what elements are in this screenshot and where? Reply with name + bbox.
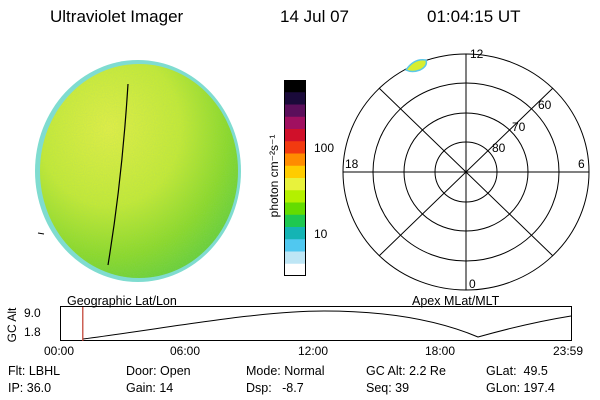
observation-time: 01:04:15 UT [427,7,521,26]
orbit-ytick-min: 1.8 [24,325,41,339]
colorbar-band [284,227,306,240]
orbit-xtick-0600: 06:00 [170,344,201,358]
orbit-altitude-curve [82,310,572,340]
colorbar-unit-label: photon cm⁻²s⁻¹ [267,134,281,218]
lat-label-60: 60 [538,98,552,112]
colorbar-band [284,165,306,179]
status-filter: Flt: LBHL [8,364,61,378]
orbit-xtick-1800: 18:00 [425,344,456,358]
status-seq: Seq: 39 [366,381,410,395]
orbit-right-label: Apex MLat/MLT [412,294,500,308]
colorbar-band [284,214,306,228]
orbit-xtick-1200: 12:00 [298,344,329,358]
colorbar-tick-100: 100 [314,141,335,155]
status-dsp: Dsp: -8.7 [246,381,304,395]
disk-mark [37,232,45,235]
mlt-label-6: 6 [578,157,585,171]
status-gain: Gain: 14 [126,381,174,395]
orbit-xtick-2359: 23:59 [553,344,584,358]
status-door: Door: Open [126,364,191,378]
earth-image [35,60,241,282]
orbit-axis-title: GC Alt [5,307,19,343]
colorbar-band [284,178,306,191]
status-mode: Mode: Normal [246,364,325,378]
mlt-label-0: 0 [469,277,476,291]
colorbar [284,80,306,276]
instrument-title: Ultraviolet Imager [50,7,184,26]
polar-diagonal-2 [378,87,554,257]
colorbar-band [284,104,306,118]
colorbar-band [284,153,306,167]
disk-texture [40,64,238,278]
colorbar-band [284,263,306,276]
orbit-left-label: Geographic Lat/Lon [67,294,177,308]
terminator-line [107,83,129,266]
auroral-patch [404,58,428,73]
colorbar-tick-10: 10 [314,227,328,241]
mlt-label-12: 12 [470,47,484,61]
orbit-plot [60,306,572,341]
lat-label-70: 70 [512,120,526,134]
orbit-plot-frame [60,306,572,341]
colorbar-band [284,202,306,216]
observation-date: 14 Jul 07 [280,7,349,26]
lat-label-80: 80 [492,141,506,155]
colorbar-band [284,239,306,253]
status-gc-alt: GC Alt: 2.2 Re [366,364,446,378]
status-glon: GLon: 197.4 [486,381,555,395]
colorbar-band [284,129,306,142]
status-ip: IP: 36.0 [8,381,52,395]
colorbar-band [284,92,306,106]
colorbar-band [284,116,306,130]
colorbar-band [284,80,306,93]
polar-grid [342,53,590,291]
orbit-xtick-0000: 00:00 [44,344,75,358]
colorbar-band [284,251,306,265]
colorbar-frame [284,80,306,276]
orbit-ytick-max: 9.0 [24,306,41,320]
status-glat: GLat: 49.5 [486,364,548,378]
colorbar-band [284,141,306,155]
mlt-label-18: 18 [345,157,359,171]
colorbar-band [284,190,306,204]
